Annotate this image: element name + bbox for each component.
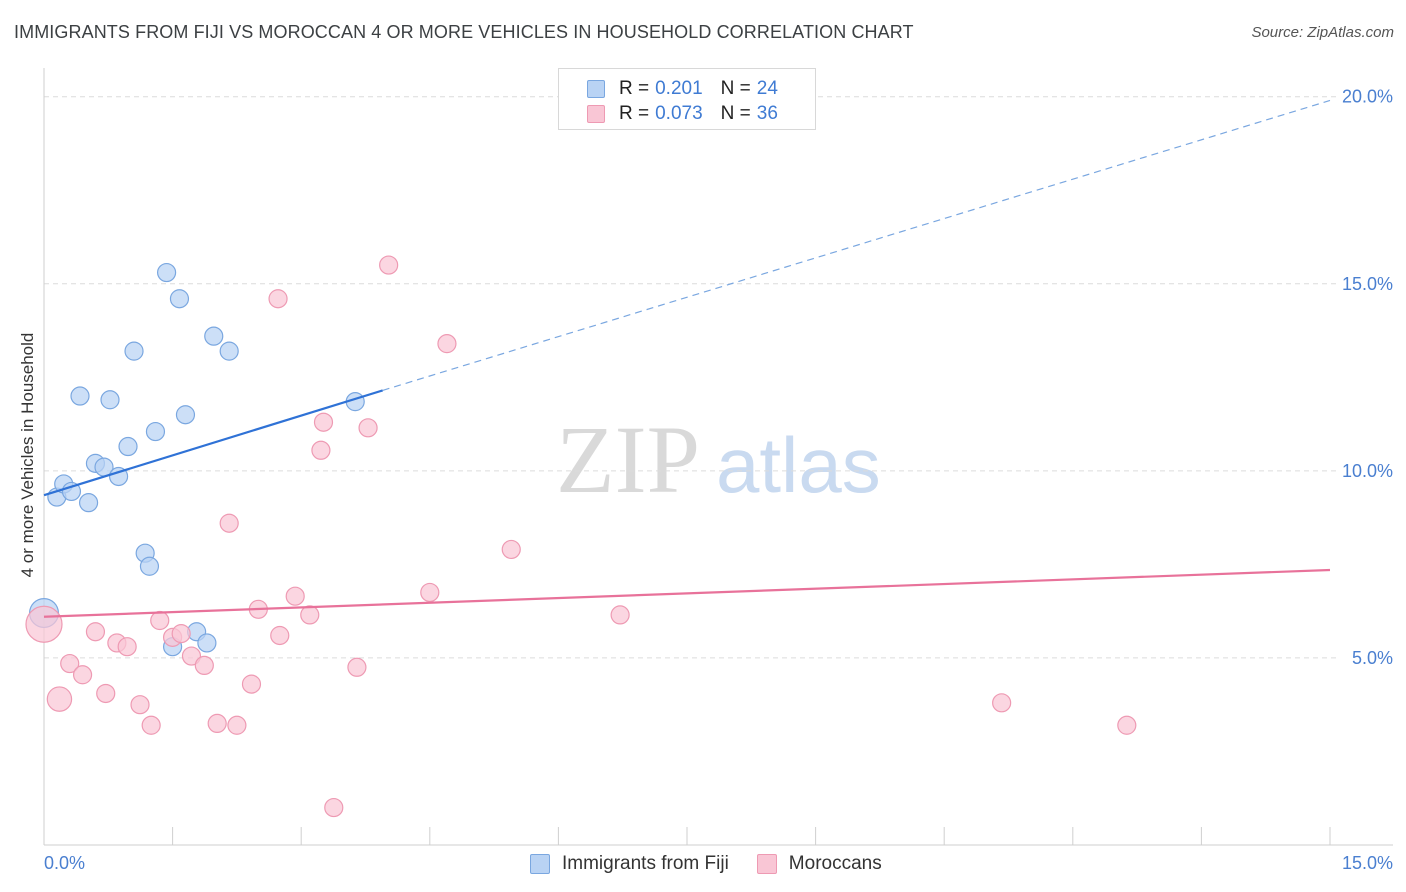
legend-row-fiji: R = 0.201 N = 24	[587, 77, 778, 101]
legend-item-moroccans[interactable]: Moroccans	[756, 853, 882, 875]
moroccans-point	[72, 665, 93, 685]
fiji-point	[100, 390, 120, 410]
fiji-legend-swatch	[530, 854, 550, 874]
moroccans-swatch	[587, 105, 605, 123]
moroccans-n-value: 36	[756, 103, 778, 124]
moroccans-point	[313, 412, 334, 432]
moroccans-point	[96, 683, 116, 704]
legend-row-moroccans: R = 0.073 N = 36	[587, 102, 778, 126]
chart-title: IMMIGRANTS FROM FIJI VS MOROCCAN 4 OR MO…	[14, 22, 914, 42]
moroccans-point	[324, 797, 344, 818]
series-legend: Immigrants from Fiji Moroccans	[530, 852, 910, 876]
fiji-point	[197, 633, 217, 653]
moroccans-point	[25, 605, 63, 643]
fiji-r-value: 0.201	[655, 78, 703, 99]
y-tick-label: 10.0%	[1342, 461, 1393, 481]
moroccans-point	[60, 653, 80, 674]
moroccans-point	[610, 605, 630, 625]
moroccans-r-value: 0.073	[655, 103, 703, 124]
moroccans-legend-swatch	[756, 854, 777, 874]
moroccans-point	[171, 624, 191, 644]
moroccans-point	[347, 657, 367, 677]
moroccans-point	[268, 289, 288, 309]
moroccans-legend-label: Moroccans	[788, 853, 882, 874]
y-tick-label: 20.0%	[1342, 87, 1393, 107]
moroccans-point	[85, 622, 106, 642]
moroccans-point	[194, 655, 214, 676]
moroccans-point	[501, 539, 521, 560]
fiji-point	[70, 386, 90, 406]
r-label: R =	[619, 78, 650, 99]
source-label: Source: ZipAtlas.com	[1251, 24, 1394, 41]
fiji-swatch	[587, 80, 605, 98]
moroccans-point	[141, 715, 161, 735]
fiji-trend-extension	[382, 99, 1331, 391]
moroccans-point	[46, 686, 73, 712]
correlation-legend: R = 0.201 N = 24 R = 0.073 N = 36	[558, 68, 816, 130]
r-label: R =	[619, 103, 650, 124]
fiji-n-value: 24	[756, 78, 778, 99]
moroccans-point	[227, 715, 247, 735]
moroccans-point	[219, 513, 239, 533]
fiji-point	[204, 326, 224, 346]
moroccans-point	[130, 695, 150, 715]
fiji-point	[124, 341, 144, 361]
moroccans-point	[1117, 715, 1137, 735]
moroccans-point	[270, 625, 290, 646]
fiji-point	[118, 436, 138, 457]
moroccans-point	[311, 440, 331, 460]
moroccans-point	[437, 334, 457, 354]
moroccans-point	[992, 693, 1012, 713]
moroccans-point	[379, 255, 399, 275]
x-tick-label: 0.0%	[44, 853, 85, 873]
n-label: N =	[720, 78, 751, 99]
moroccans-trend-line	[43, 568, 1331, 618]
fiji-point	[108, 466, 129, 487]
fiji-point	[219, 341, 239, 361]
legend-item-fiji[interactable]: Immigrants from Fiji	[530, 853, 729, 875]
moroccans-point	[117, 637, 137, 657]
fiji-point	[145, 421, 166, 442]
moroccans-point	[420, 582, 440, 603]
moroccans-point	[207, 713, 227, 734]
watermark-atlas: atlas	[716, 421, 881, 509]
fiji-point	[156, 262, 177, 283]
fiji-point	[169, 289, 190, 309]
watermark-zip: ZIP	[556, 406, 700, 513]
fiji-trend-line	[43, 389, 383, 497]
moroccans-point	[300, 605, 320, 625]
fiji-point	[78, 493, 99, 513]
fiji-point	[175, 405, 196, 425]
moroccans-point	[358, 418, 378, 438]
fiji-legend-label: Immigrants from Fiji	[562, 853, 729, 874]
fiji-point	[139, 556, 160, 576]
moroccans-point	[241, 674, 262, 694]
y-tick-label: 15.0%	[1342, 274, 1393, 294]
y-tick-label: 5.0%	[1352, 648, 1393, 668]
moroccans-point	[181, 646, 202, 666]
moroccans-point	[285, 586, 305, 606]
x-tick-label: 15.0%	[1342, 853, 1393, 873]
n-label: N =	[720, 103, 751, 124]
moroccans-point	[150, 610, 170, 631]
